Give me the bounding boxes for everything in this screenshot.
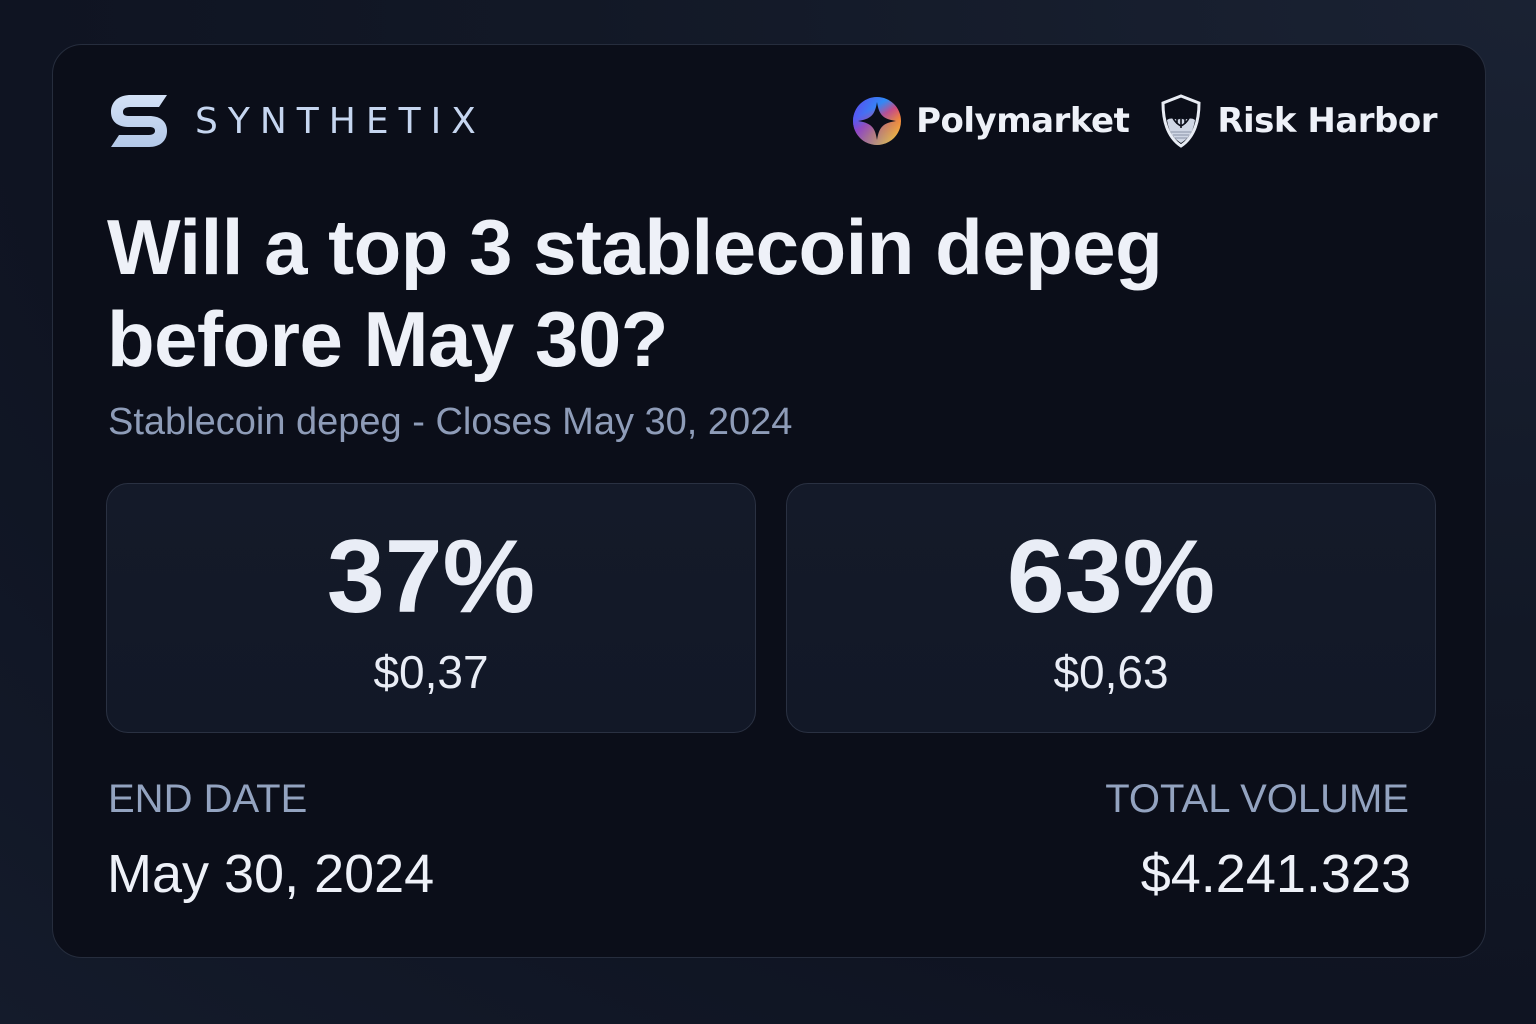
outcome-percent: 63% xyxy=(1006,519,1216,635)
risk-harbor-shield-icon xyxy=(1161,94,1201,148)
outcome-price: $0,63 xyxy=(1053,646,1169,698)
end-date-label: END DATE xyxy=(108,777,308,821)
outcome-no-card[interactable]: 63% $0,63 xyxy=(786,483,1436,733)
total-volume-value: $4.241.323 xyxy=(1140,844,1411,904)
synthetix-brand: SYNTHETIX xyxy=(109,93,486,149)
partner-logos: Polymarket Risk Harbor xyxy=(852,91,1437,151)
card-header: SYNTHETIX xyxy=(109,91,1437,151)
outcome-percent: 37% xyxy=(326,519,536,635)
brand-wordmark: SYNTHETIX xyxy=(195,100,486,142)
market-card: SYNTHETIX xyxy=(52,44,1486,958)
market-title: Will a top 3 stablecoin depeg before May… xyxy=(107,203,1163,383)
polymarket-logo-icon xyxy=(853,97,902,145)
partner-polymarket: Polymarket xyxy=(852,96,1130,146)
partner-risk-harbor: Risk Harbor xyxy=(1159,94,1437,148)
outcome-yes-card[interactable]: 37% $0,37 xyxy=(106,483,756,733)
market-subtitle: Stablecoin depeg - Closes May 30, 2024 xyxy=(108,401,793,443)
end-date-value: May 30, 2024 xyxy=(107,844,435,904)
partner-name: Polymarket xyxy=(916,101,1130,141)
synthetix-s-logo-icon xyxy=(111,95,167,147)
total-volume-label: TOTAL VOLUME xyxy=(1105,777,1409,821)
partner-name: Risk Harbor xyxy=(1217,101,1437,141)
outcome-price: $0,37 xyxy=(373,646,489,698)
